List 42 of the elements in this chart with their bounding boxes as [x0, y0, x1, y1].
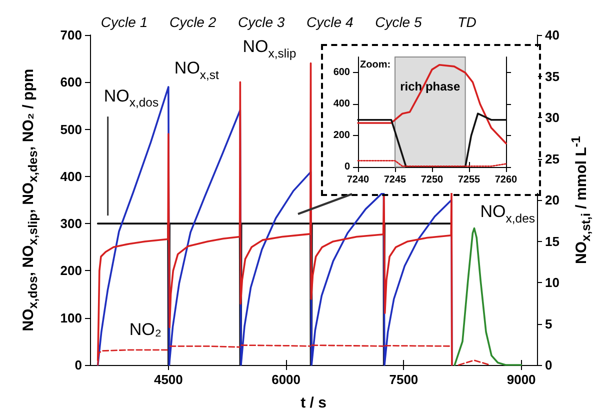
- y2-tick-label: 20: [545, 192, 560, 208]
- y2-tick-label: 0: [545, 358, 552, 372]
- band-label: rich phase: [400, 80, 460, 94]
- y-tick-label: 200: [60, 263, 82, 278]
- y-tick-label: 0: [344, 162, 350, 172]
- y-tick-label: 200: [333, 130, 350, 142]
- y-tick-label: 500: [60, 122, 82, 137]
- y-tick-label: 100: [60, 310, 82, 326]
- y2-tick-label: 25: [545, 151, 560, 166]
- text: Cycle 2: [169, 14, 216, 30]
- line-series: [357, 112, 507, 168]
- series-label: NO₂: [129, 320, 162, 339]
- x-tick-label: 7260: [494, 174, 518, 186]
- text: TD: [458, 14, 476, 30]
- text: Cycle 5: [375, 14, 422, 30]
- text: Cycle 3: [238, 14, 285, 30]
- x-tick-label: 4500: [154, 372, 183, 387]
- annotation: Zoom:: [360, 60, 391, 70]
- y2-tick-label: 30: [545, 110, 560, 125]
- y-tick-label: 600: [333, 67, 350, 78]
- x-tick-label: 7255: [458, 174, 481, 186]
- x-tick-label: 7500: [389, 372, 418, 387]
- y-tick-label: 300: [60, 216, 82, 232]
- x-tick-label: 6000: [272, 372, 301, 387]
- y2-tick-label: 10: [545, 275, 560, 290]
- x-tick-label: 7245: [384, 174, 407, 186]
- y-tick-label: 400: [333, 98, 350, 110]
- y-tick-label: 0: [74, 358, 82, 372]
- x-axis-title: t / s: [300, 394, 326, 412]
- y2-tick-label: 40: [545, 28, 560, 42]
- y2-tick-label: 35: [545, 68, 560, 84]
- x-tick-label: 9000: [506, 372, 536, 387]
- text: Cycle 4: [306, 14, 354, 30]
- y-tick-label: 600: [60, 74, 82, 90]
- y-tick-label: 400: [60, 168, 82, 184]
- y-tick-label: 700: [60, 28, 82, 42]
- y2-tick-label: 15: [545, 234, 560, 249]
- line-series: [454, 227, 522, 366]
- text: Cycle 1: [100, 14, 148, 30]
- x-tick-label: 7240: [346, 174, 370, 186]
- x-tick-label: 7250: [420, 174, 444, 186]
- y2-tick-label: 5: [545, 316, 552, 332]
